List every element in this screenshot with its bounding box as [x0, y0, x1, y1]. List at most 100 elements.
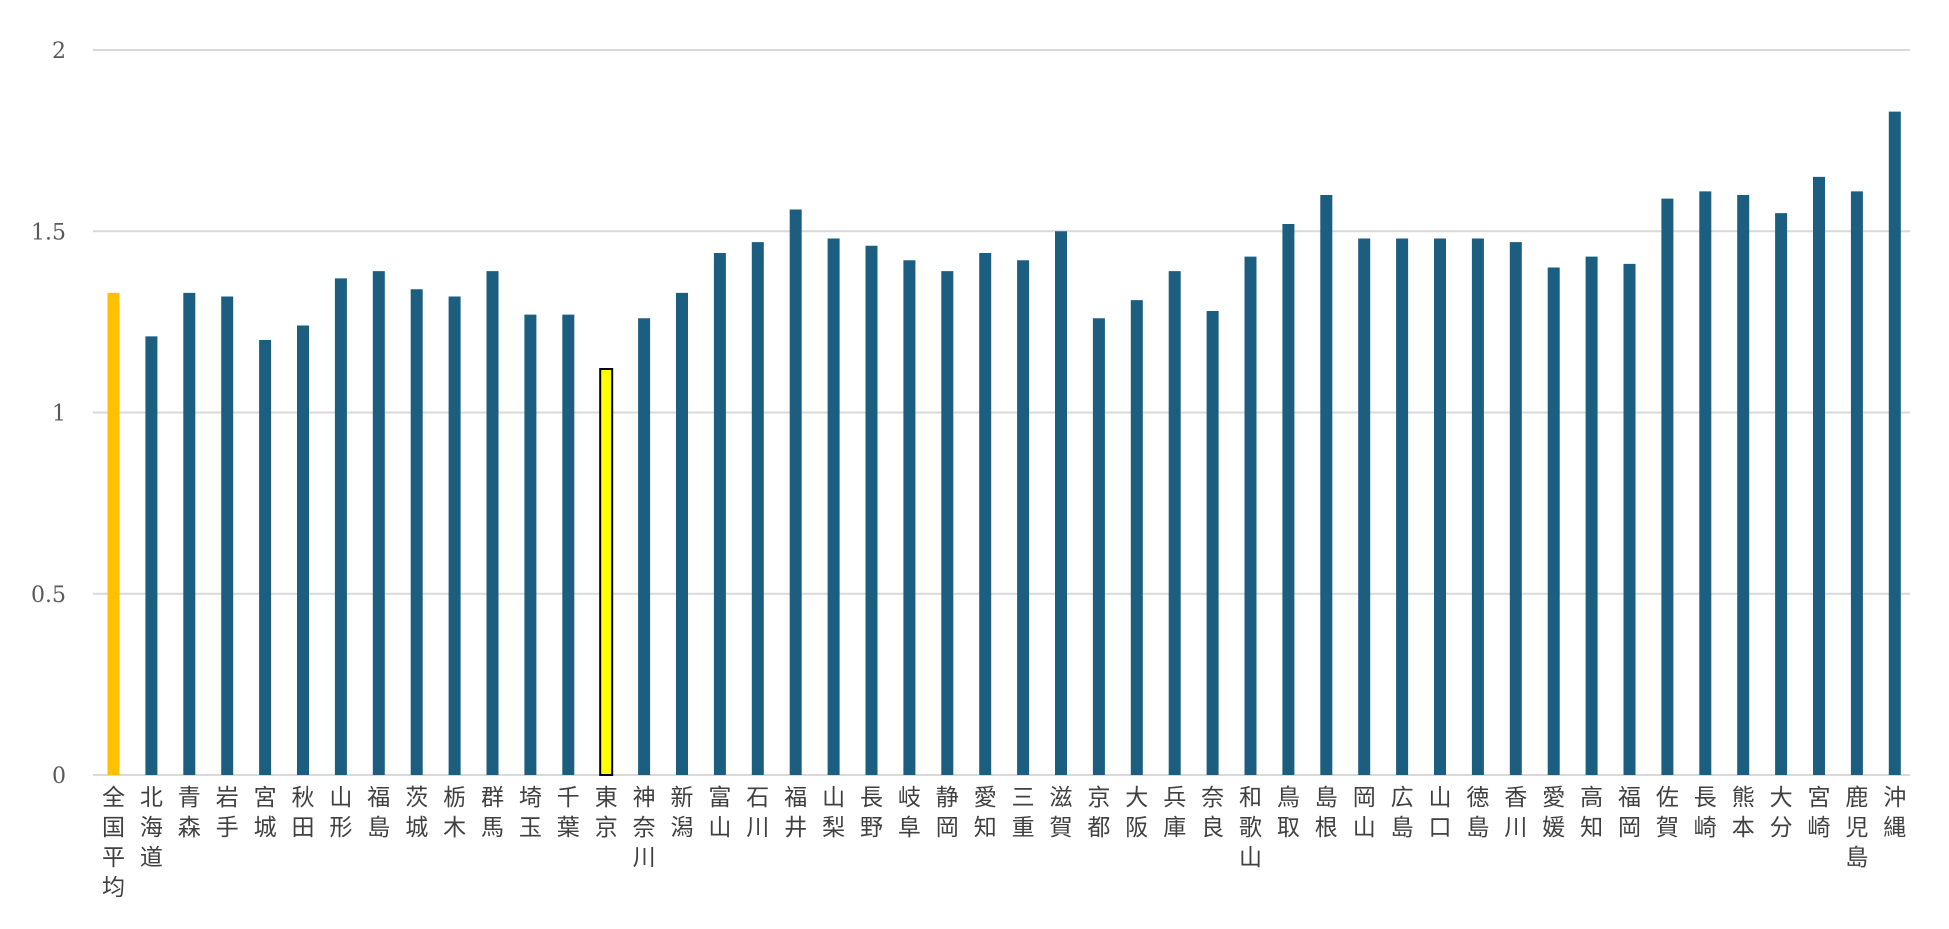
x-tick-label: 和歌山 — [1239, 785, 1262, 871]
bar — [676, 292, 688, 775]
x-tick-label: 京都 — [1087, 785, 1110, 841]
bar — [599, 368, 614, 776]
bar — [1358, 238, 1371, 775]
bar — [827, 238, 840, 775]
gridlines — [93, 49, 1910, 776]
x-axis-tick-labels: 全国平均北海道青森岩手宮城秋田山形福島茨城栃木群馬埼玉千葉東京神奈川新潟富山石川… — [102, 785, 1906, 901]
bar — [1055, 231, 1067, 775]
x-tick-label: 富山 — [708, 785, 731, 841]
x-tick-label: 千葉 — [557, 785, 580, 841]
x-tick-label: 鳥取 — [1277, 785, 1300, 841]
bar — [1737, 195, 1750, 775]
x-tick-label: 岩手 — [216, 785, 239, 841]
x-tick-label: 福井 — [784, 785, 807, 841]
bar — [1813, 176, 1825, 775]
y-axis-tick-labels: 0 0.5 1 1.5 2 — [31, 39, 66, 789]
y-tick-label: 1.5 — [31, 220, 66, 245]
bar — [1888, 111, 1901, 775]
bar — [1850, 191, 1863, 775]
x-tick-label: 秋田 — [292, 785, 315, 841]
x-tick-label: 三重 — [1012, 785, 1035, 841]
x-tick-label: 新潟 — [671, 785, 694, 841]
x-tick-label: 東京 — [595, 785, 618, 841]
x-tick-label: 石川 — [746, 785, 769, 841]
x-tick-label: 高知 — [1580, 785, 1603, 841]
y-tick-label: 0.5 — [31, 583, 66, 608]
x-tick-label: 茨城 — [405, 785, 428, 841]
x-tick-label: 徳島 — [1466, 785, 1489, 841]
bar — [1623, 263, 1636, 775]
bar — [1282, 224, 1295, 775]
bar — [865, 245, 878, 775]
x-tick-label: 愛媛 — [1542, 785, 1565, 841]
x-tick-label: 島根 — [1315, 785, 1338, 841]
x-tick-label: 神奈川 — [633, 785, 656, 871]
bar — [713, 253, 726, 775]
bar — [1244, 256, 1257, 775]
bar — [1130, 300, 1143, 775]
bar — [638, 318, 651, 775]
bar — [259, 340, 272, 775]
bar — [410, 289, 423, 775]
y-tick-label: 1 — [52, 402, 66, 427]
x-tick-label: 栃木 — [443, 785, 466, 841]
bar — [562, 314, 575, 775]
bar — [941, 271, 954, 775]
x-tick-label: 静岡 — [936, 785, 959, 841]
bar — [1775, 213, 1788, 775]
x-tick-label: 岡山 — [1353, 785, 1376, 841]
x-tick-label: 長崎 — [1694, 785, 1717, 841]
bar — [1547, 267, 1560, 775]
bar — [107, 292, 120, 775]
x-tick-label: 沖縄 — [1883, 785, 1906, 841]
x-tick-label: 広島 — [1391, 785, 1414, 841]
x-tick-label: 奈良 — [1201, 785, 1224, 841]
bar — [903, 260, 916, 775]
y-tick-label: 0 — [52, 764, 66, 789]
x-tick-label: 埼玉 — [519, 785, 542, 841]
x-tick-label: 愛知 — [974, 785, 997, 841]
bar — [297, 325, 309, 775]
bar — [1092, 318, 1105, 775]
bar — [1320, 195, 1333, 775]
bar — [1168, 271, 1181, 775]
x-tick-label: 山形 — [329, 785, 352, 841]
x-tick-label: 青森 — [178, 785, 201, 841]
bar — [1585, 256, 1598, 775]
x-tick-label: 山梨 — [822, 785, 845, 841]
bar — [448, 296, 461, 775]
x-tick-label: 香川 — [1504, 785, 1527, 841]
x-tick-label: 滋賀 — [1050, 785, 1073, 841]
x-tick-label: 長野 — [860, 785, 883, 841]
bar — [145, 336, 158, 775]
bar — [221, 296, 234, 775]
x-tick-label: 兵庫 — [1163, 785, 1186, 841]
bar — [486, 271, 499, 775]
bar — [1661, 198, 1674, 775]
bar — [1699, 191, 1712, 775]
x-tick-label: 大阪 — [1125, 785, 1148, 841]
x-tick-label: 鹿児島 — [1845, 785, 1868, 871]
bar — [183, 292, 196, 775]
x-tick-label: 大分 — [1770, 785, 1793, 841]
bar — [1017, 260, 1030, 775]
x-tick-label: 佐賀 — [1656, 785, 1679, 841]
x-tick-label: 群馬 — [481, 785, 504, 841]
bar — [979, 253, 992, 775]
x-tick-label: 北海道 — [140, 785, 163, 871]
x-tick-label: 熊本 — [1732, 785, 1755, 841]
x-tick-label: 福岡 — [1618, 785, 1641, 841]
y-tick-label: 2 — [52, 39, 66, 64]
bar — [1206, 311, 1219, 775]
bar — [1509, 242, 1522, 775]
bar — [1396, 238, 1409, 775]
x-tick-label: 全国平均 — [102, 785, 125, 901]
bar — [751, 242, 764, 775]
x-tick-label: 岐阜 — [898, 785, 921, 841]
x-tick-label: 山口 — [1429, 785, 1452, 841]
x-tick-label: 宮崎 — [1808, 785, 1831, 841]
bar — [789, 209, 802, 775]
x-tick-label: 宮城 — [254, 785, 277, 841]
